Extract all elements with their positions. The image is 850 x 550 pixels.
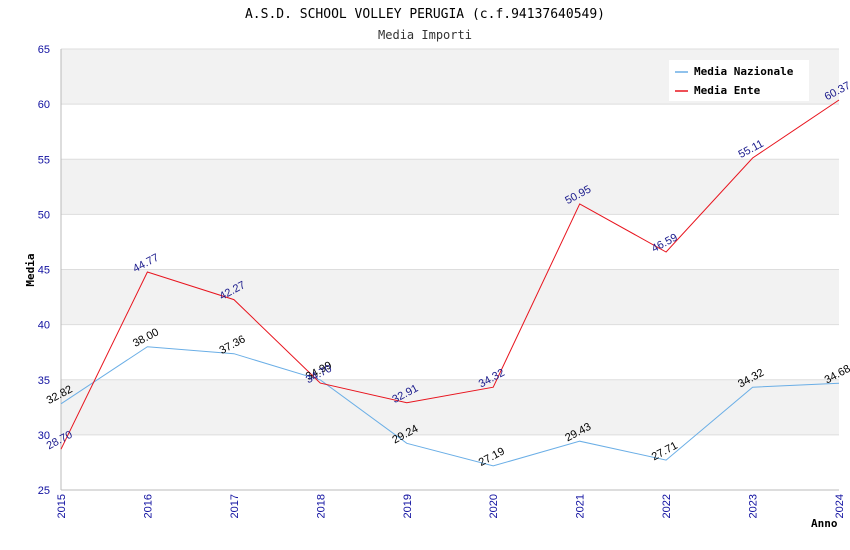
plot-band	[61, 159, 839, 215]
plot-band	[61, 324, 839, 380]
legend-label-media-nazionale: Media Nazionale	[694, 65, 794, 78]
legend-label-media-ente: Media Ente	[694, 84, 761, 97]
legend: Media Nazionale Media Ente	[669, 60, 809, 101]
y-tick-labels: 25 30 35 40 45 50 55 60 65	[38, 44, 50, 497]
plot-band	[61, 269, 839, 325]
x-tick-label: 2023	[748, 494, 760, 518]
legend-box	[669, 60, 809, 101]
x-tick-label: 2020	[488, 494, 500, 518]
y-tick-label: 55	[38, 154, 50, 166]
x-tick-label: 2019	[402, 494, 414, 518]
y-tick-label: 45	[38, 265, 50, 277]
series-line-media-nazionale	[60, 346, 840, 467]
series-lines	[60, 99, 840, 467]
x-tick-label: 2018	[315, 494, 327, 518]
y-tick-label: 50	[38, 209, 50, 221]
y-tick-label: 25	[38, 485, 50, 497]
x-tick-label: 2015	[56, 494, 68, 518]
chart-subtitle: Media Importi	[378, 28, 472, 42]
y-tick-label: 60	[38, 99, 50, 111]
x-tick-label: 2017	[229, 494, 241, 518]
chart-title: A.S.D. SCHOOL VOLLEY PERUGIA (c.f.941376…	[245, 7, 605, 22]
x-tick-label: 2021	[575, 494, 587, 518]
x-tick-label: 2016	[142, 494, 154, 518]
plot-band	[61, 379, 839, 435]
y-tick-label: 65	[38, 44, 50, 56]
x-axis-label: Anno	[811, 517, 838, 530]
x-tick-labels: 2015 2016 2017 2018 2019 2020 2021 2022 2023 2024	[56, 494, 846, 518]
y-tick-label: 35	[38, 375, 50, 387]
y-tick-label: 40	[38, 320, 50, 332]
series-line-media-ente	[60, 99, 840, 450]
plot-band	[61, 214, 839, 270]
y-axis-label: Media	[24, 253, 37, 286]
x-tick-label: 2024	[834, 494, 846, 518]
plot-band	[61, 434, 839, 490]
plot-background-bands	[61, 49, 839, 490]
plot-band	[61, 104, 839, 160]
x-tick-label: 2022	[661, 494, 673, 518]
y-tick-label: 30	[38, 430, 50, 442]
